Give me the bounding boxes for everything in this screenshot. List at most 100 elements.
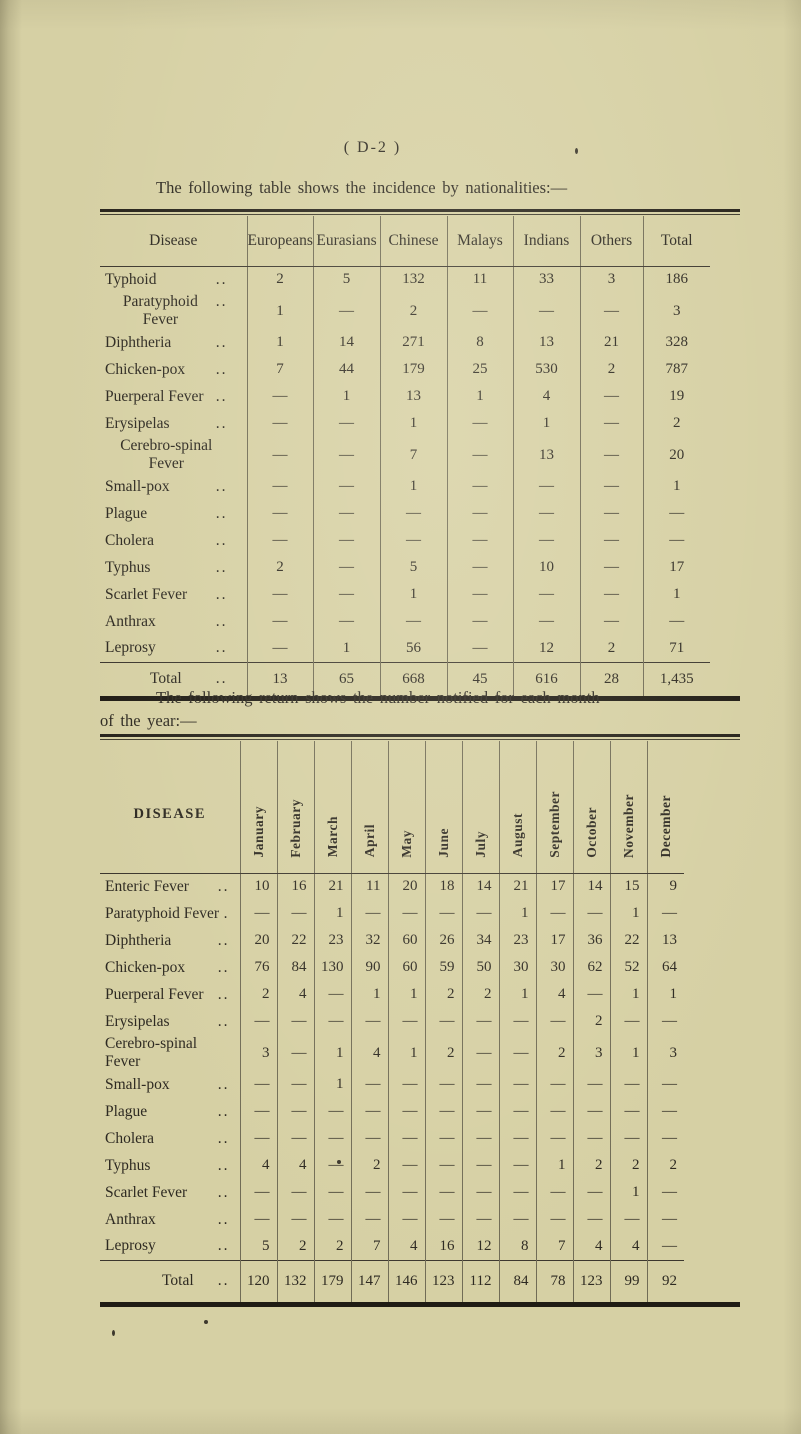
total-value-cell: 123 <box>424 1259 462 1302</box>
value-cell: 84 <box>276 954 314 981</box>
value-cell: 13 <box>379 383 447 410</box>
disease-label-cell: Typhoid.. <box>100 266 247 293</box>
value-cell: 4 <box>350 1035 388 1071</box>
disease-name: Cholera <box>105 1129 155 1147</box>
value-cell: 3 <box>239 1035 277 1071</box>
value-cell: 3 <box>642 293 710 329</box>
value-cell: — <box>350 1206 388 1233</box>
value-cell: 25 <box>446 356 513 383</box>
value-cell: 5 <box>312 266 380 293</box>
month-column-header: September <box>535 741 573 874</box>
total-value-cell: 1,435 <box>642 661 710 696</box>
value-cell: — <box>424 900 462 927</box>
value-cell: — <box>642 500 710 527</box>
value-cell: — <box>313 1098 351 1125</box>
value-cell: 71 <box>642 635 710 662</box>
value-cell: — <box>276 1071 314 1098</box>
value-cell: — <box>461 1125 499 1152</box>
table-row: Leprosy.. 5 2 2 7 4 16 12 8 7 4 4— <box>100 1233 684 1260</box>
dot-leader: .. <box>215 531 228 549</box>
value-cell: 787 <box>642 356 710 383</box>
value-cell: 13 <box>646 927 684 954</box>
value-cell: — <box>498 1035 536 1071</box>
monthly-table-header: DISEASE January February March April May June J… <box>100 741 684 874</box>
value-cell: — <box>387 1206 425 1233</box>
month-column-header: November <box>609 741 647 874</box>
month-label: June <box>435 827 451 858</box>
label-wrap: Chicken-pox.. <box>100 361 247 379</box>
value-cell: 21 <box>313 873 351 900</box>
dot-leader: .. <box>217 1237 230 1255</box>
value-cell: 7 <box>350 1233 388 1260</box>
table-row: Anthrax.. — — — — — — — — — — — — <box>100 1206 684 1233</box>
value-cell: 2 <box>579 356 643 383</box>
total-label-cell: Total.. <box>100 661 247 696</box>
disease-header-label: DISEASE <box>133 805 207 822</box>
value-cell: 16 <box>276 873 314 900</box>
disease-label-cell: Paratyphoid Fever.. <box>100 293 247 329</box>
table-row: Small-pox.. — —1— — — — — — — — — <box>100 1071 684 1098</box>
label-wrap: Typhus.. <box>100 559 247 577</box>
table-row: Diphtheria.. 1 14 271 8 13 21 328 <box>100 329 710 356</box>
value-cell: — <box>512 527 580 554</box>
value-cell: 17 <box>535 927 573 954</box>
label-wrap: Puerperal Fever.. <box>100 388 247 406</box>
label-wrap: Puerperal Fever.. <box>100 986 240 1004</box>
column-header: Europeans <box>246 216 313 267</box>
value-cell: 8 <box>498 1233 536 1260</box>
label-wrap: Small-pox.. <box>100 1076 240 1094</box>
disease-name: Cerebro-spinal Fever <box>105 1035 198 1070</box>
table-row: Erysipelas.. — —1—1—2 <box>100 410 710 437</box>
value-cell: — <box>461 1206 499 1233</box>
table-row: Leprosy.. —1 56—12 2 71 <box>100 635 710 662</box>
value-cell: — <box>609 1206 647 1233</box>
value-cell: 130 <box>313 954 351 981</box>
value-cell: 16 <box>424 1233 462 1260</box>
column-header: Malays <box>446 216 513 267</box>
dot-leader: .. <box>217 1156 230 1174</box>
dot-leader: .. <box>217 1183 230 1201</box>
dot-leader: .. <box>217 931 230 949</box>
value-cell: — <box>313 981 351 1008</box>
value-cell: 7 <box>535 1233 573 1260</box>
column-header: Disease <box>100 216 247 267</box>
value-cell: 4 <box>276 1152 314 1179</box>
value-cell: 2 <box>642 410 710 437</box>
value-cell: 60 <box>387 954 425 981</box>
value-cell: 2 <box>424 981 462 1008</box>
total-value-cell: 179 <box>313 1259 351 1302</box>
value-cell: 22 <box>276 927 314 954</box>
value-cell: 20 <box>239 927 277 954</box>
value-cell: 90 <box>350 954 388 981</box>
disease-name: Diphtheria <box>105 333 172 351</box>
disease-name: Scarlet Fever <box>105 1183 188 1201</box>
disease-label-cell: Scarlet Fever.. <box>100 1179 240 1206</box>
value-cell: — <box>461 900 499 927</box>
disease-label-cell: Small-pox.. <box>100 1071 240 1098</box>
column-header: Chinese <box>379 216 447 267</box>
value-cell: — <box>646 1179 684 1206</box>
nationality-table-body: Typhoid.. 2 5 132 11 33 3 186 Paratyphoid Fever.… <box>100 266 710 696</box>
value-cell: — <box>239 1071 277 1098</box>
table-row: Puerperal Fever.. 2 4—1 1 2 2 1 4—1 1 <box>100 981 684 1008</box>
dot-leader: .. <box>217 1102 230 1120</box>
month-column-header: July <box>461 741 499 874</box>
value-cell: 8 <box>446 329 513 356</box>
value-cell: — <box>498 1071 536 1098</box>
value-cell: 2 <box>535 1035 573 1071</box>
disease-name: Small-pox <box>105 1075 170 1093</box>
value-cell: 76 <box>239 954 277 981</box>
value-cell: 2 <box>350 1152 388 1179</box>
total-value-cell: 112 <box>461 1259 499 1302</box>
column-header: Indians <box>512 216 580 267</box>
month-label: April <box>361 824 377 858</box>
label-wrap: Plague.. <box>100 1103 240 1121</box>
table-row: Chicken-pox.. 76 84 130 90 60 59 50 30 30 62 52 64 <box>100 954 684 981</box>
value-cell: — <box>379 500 447 527</box>
monthly-table-body: Enteric Fever.. 10 16 21 11 20 18 14 21 17 14 15 9 Pa… <box>100 873 684 1302</box>
value-cell: — <box>313 1008 351 1035</box>
value-cell: — <box>446 527 513 554</box>
value-cell: 11 <box>446 266 513 293</box>
total-value-cell: 132 <box>276 1259 314 1302</box>
value-cell: 14 <box>461 873 499 900</box>
